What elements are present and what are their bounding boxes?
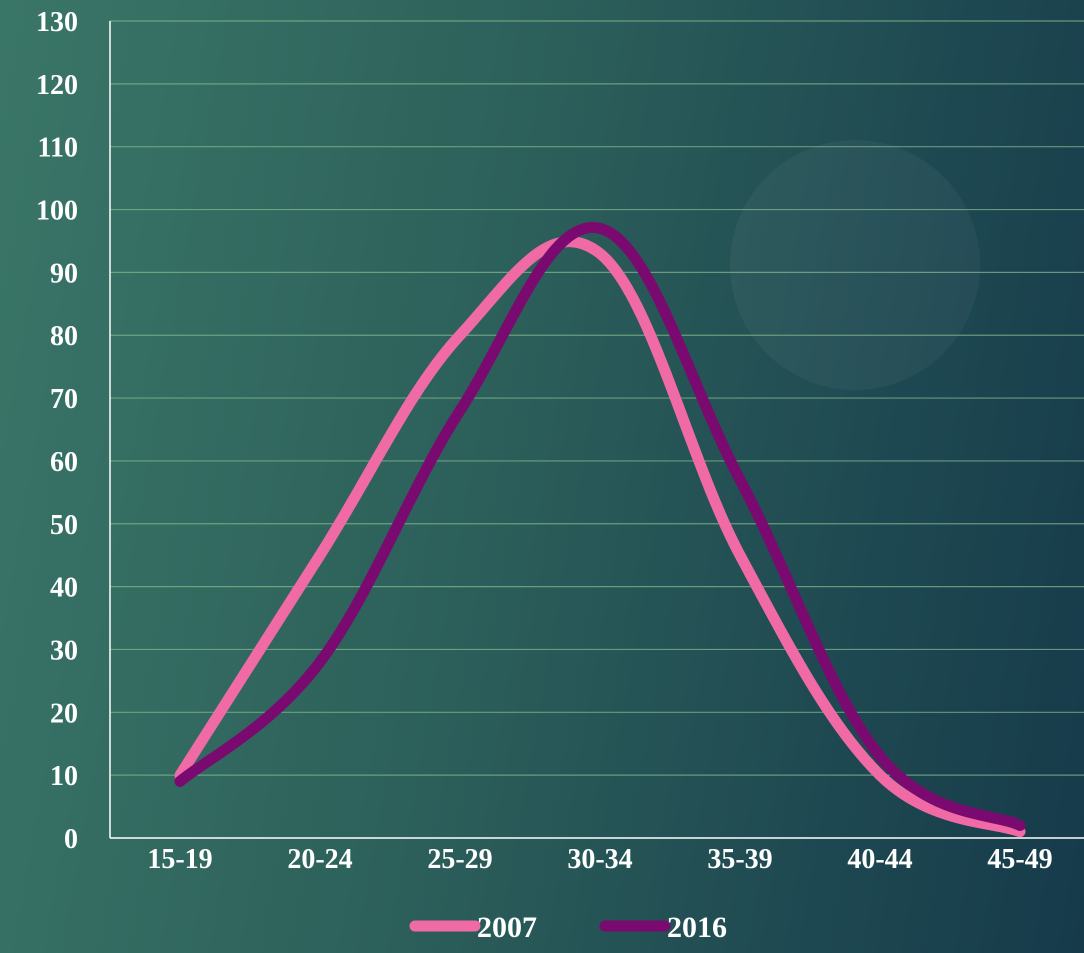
legend: 2007 2016 bbox=[409, 911, 727, 944]
series-line-2016 bbox=[174, 222, 1026, 831]
y-tick-label: 20 bbox=[50, 698, 78, 729]
y-tick-label: 70 bbox=[50, 384, 78, 415]
x-tick-label: 35-39 bbox=[707, 844, 772, 875]
series-lines bbox=[174, 222, 1026, 838]
x-tick-label: 15-19 bbox=[147, 844, 212, 875]
x-axis: 15-19 20-24 25-29 30-34 35-39 40-44 45-49 bbox=[110, 837, 1084, 875]
background-decor-circle bbox=[730, 140, 980, 390]
x-tick-label: 40-44 bbox=[847, 844, 912, 875]
x-tick-label: 20-24 bbox=[287, 844, 352, 875]
legend-label-2007: 2007 bbox=[477, 911, 537, 944]
y-tick-label: 40 bbox=[50, 573, 78, 604]
series-line-2007 bbox=[174, 236, 1026, 838]
y-axis: 0 10 20 30 40 50 60 70 80 90 100 110 120 130 bbox=[36, 7, 111, 855]
y-tick-label: 50 bbox=[50, 510, 78, 541]
x-tick-label: 45-49 bbox=[987, 844, 1052, 875]
y-tick-label: 130 bbox=[36, 7, 78, 38]
legend-label-2016: 2016 bbox=[667, 911, 727, 944]
y-tick-label: 10 bbox=[50, 761, 78, 792]
x-tick-label: 25-29 bbox=[427, 844, 492, 875]
y-tick-label: 80 bbox=[50, 321, 78, 352]
gridlines bbox=[110, 20, 1084, 776]
x-tick-label: 30-34 bbox=[567, 844, 632, 875]
y-tick-label: 90 bbox=[50, 258, 78, 289]
y-tick-label: 60 bbox=[50, 447, 78, 478]
y-tick-label: 0 bbox=[64, 824, 78, 855]
y-tick-label: 110 bbox=[38, 133, 78, 164]
y-tick-label: 30 bbox=[50, 635, 78, 666]
y-tick-label: 120 bbox=[36, 70, 78, 101]
y-tick-label: 100 bbox=[36, 196, 78, 227]
